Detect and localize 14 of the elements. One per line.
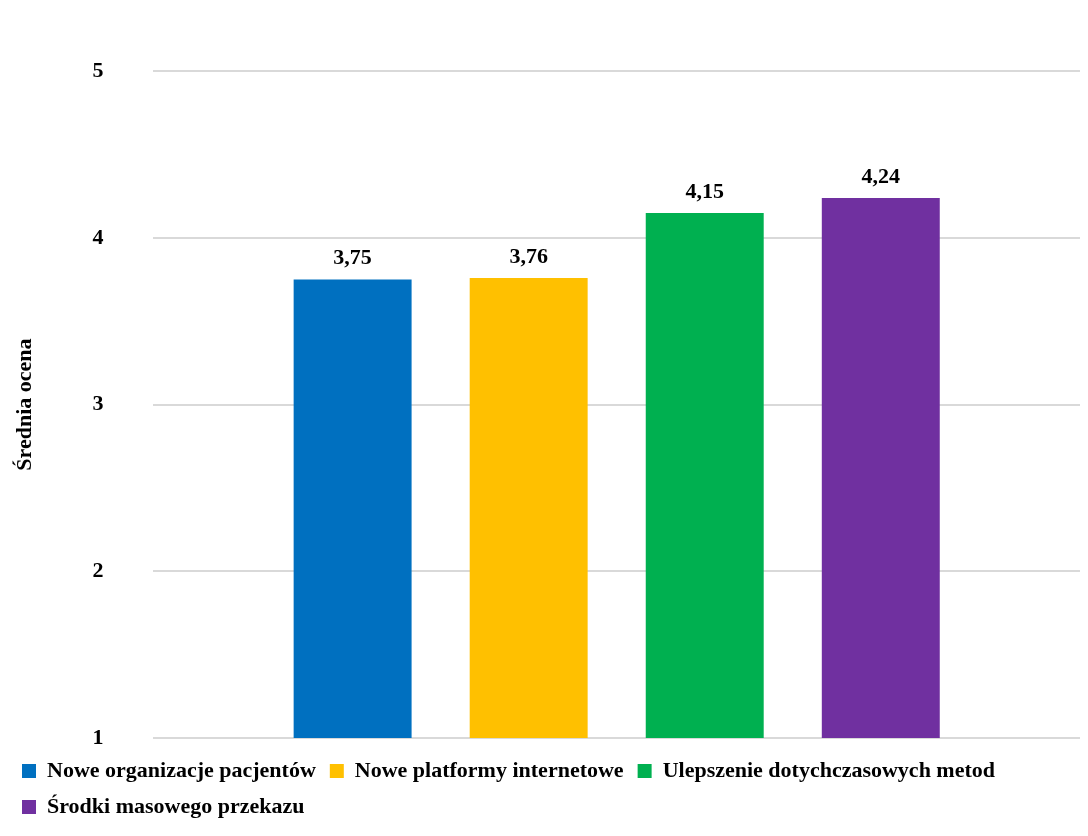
data-label: 4,15 (685, 177, 724, 203)
data-label: 3,75 (333, 244, 372, 270)
y-axis-title: Średnia ocena (10, 338, 36, 471)
data-label: 4,24 (861, 162, 901, 188)
legend-label: Nowe organizacje pacjentów (47, 756, 316, 782)
y-tick-label: 5 (92, 56, 104, 82)
legend-label: Ulepszenie dotychczasowych metod (662, 756, 996, 782)
y-tick-label: 4 (92, 223, 104, 249)
legend-label: Nowe platformy internetowe (354, 756, 624, 782)
y-tick-label: 3 (92, 390, 104, 416)
y-tick-label: 1 (92, 723, 104, 749)
legend-label: Środki masowego przekazu (47, 792, 305, 818)
y-tick-label: 2 (92, 556, 104, 582)
data-label: 3,76 (509, 242, 548, 268)
